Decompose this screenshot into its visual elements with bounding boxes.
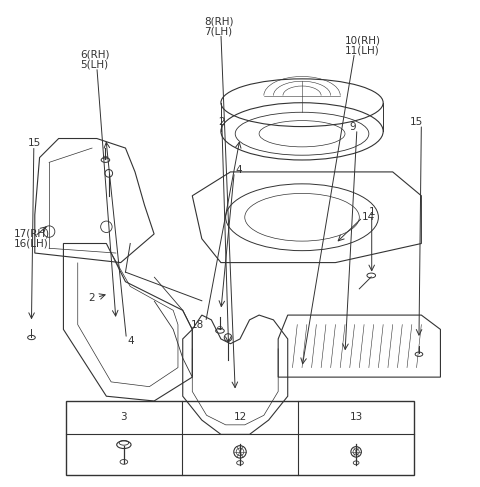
Text: 8(RH): 8(RH)	[204, 17, 234, 27]
Text: 15: 15	[28, 138, 41, 148]
Text: 1: 1	[369, 207, 375, 218]
Text: 3: 3	[120, 412, 127, 422]
Text: 15: 15	[409, 117, 423, 127]
Text: 14: 14	[362, 212, 375, 222]
Text: 4: 4	[235, 165, 242, 174]
Text: 9: 9	[350, 122, 356, 131]
Text: 2: 2	[88, 293, 95, 303]
Text: 18: 18	[191, 319, 204, 330]
Text: 17(RH): 17(RH)	[13, 229, 49, 239]
Text: 10(RH): 10(RH)	[345, 36, 381, 46]
Text: 16(LH): 16(LH)	[13, 239, 48, 248]
Text: 6(RH): 6(RH)	[80, 50, 109, 60]
Text: 4: 4	[128, 337, 134, 346]
Text: 7(LH): 7(LH)	[204, 26, 232, 36]
Text: 2: 2	[218, 117, 225, 127]
Text: 12: 12	[233, 412, 247, 422]
Text: 5(LH): 5(LH)	[80, 59, 108, 70]
Text: 11(LH): 11(LH)	[345, 45, 380, 55]
Text: 13: 13	[349, 412, 363, 422]
